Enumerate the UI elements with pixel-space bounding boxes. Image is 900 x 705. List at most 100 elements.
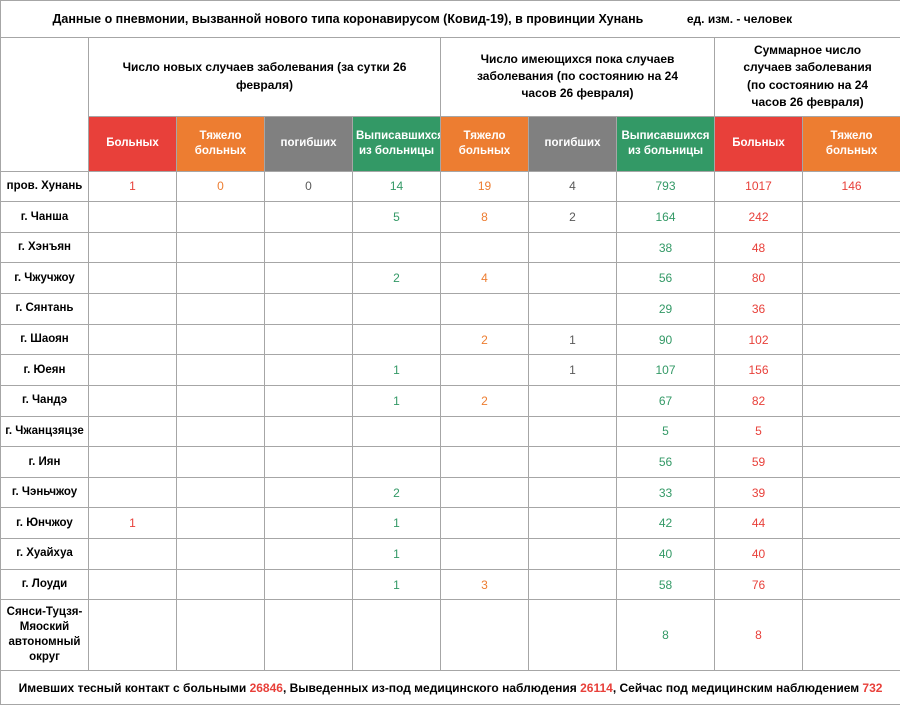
region-name: г. Чандэ [0,384,89,417]
value-cell [176,354,265,386]
col-header-current-discharged: Выписавшихся из больницы [616,115,715,172]
value-cell [264,323,353,356]
value-cell [88,415,177,448]
value-cell: 67 [616,384,715,417]
value-cell: 56 [616,446,715,478]
region-name: г. Чжучжоу [0,262,89,295]
region-name: г. Сянтань [0,293,89,325]
value-cell [528,415,617,448]
value-cell [264,507,353,540]
value-cell [352,231,441,264]
value-cell [264,538,353,570]
value-cell [801,568,900,601]
value-cell: 2 [440,384,529,417]
value-cell: 56 [616,262,715,295]
region-name: г. Иян [0,446,89,478]
value-cell [801,293,900,325]
value-cell: 8 [616,599,715,671]
value-cell [88,476,177,509]
table-row: г. Юнчжоу 1 1 42 44 [0,507,900,540]
region-name: г. Шаоян [0,323,89,356]
value-cell [528,384,617,417]
value-cell [176,293,265,325]
footer-value-released: 26114 [580,680,613,695]
region-name: пров. Хунань [0,170,89,203]
region-name: г. Хэнъян [0,231,89,264]
region-name: г. Чанша [0,201,89,233]
region-name: г. Хуайхуа [0,538,89,570]
value-cell [528,538,617,570]
value-cell [440,476,529,509]
value-cell: 5 [616,415,715,448]
value-cell [440,538,529,570]
value-cell: 33 [616,476,715,509]
value-cell [176,568,265,601]
value-cell [440,354,529,386]
value-cell [801,384,900,417]
value-cell: 48 [714,231,803,264]
value-cell: 38 [616,231,715,264]
value-cell [801,538,900,570]
col-header-total-severe: Тяжело больных [801,115,900,172]
value-cell [88,599,177,671]
value-cell: 19 [440,170,529,203]
value-cell: 59 [714,446,803,478]
value-cell [264,293,353,325]
group-header-total-cases: Суммарное число случаев заболевания (по … [713,37,900,117]
value-cell: 40 [616,538,715,570]
value-cell [176,323,265,356]
value-cell [176,476,265,509]
value-cell [440,293,529,325]
value-cell: 1017 [714,170,803,203]
value-cell: 1 [352,384,441,417]
footer-note: Имевших тесный контакт с больными 26846,… [0,670,900,705]
col-header-current-deaths: погибших [528,115,617,172]
region-name: г. Юеян [0,354,89,386]
region-name: г. Лоуди [0,568,89,601]
value-cell [528,599,617,671]
footer-text-observed: , Сейчас под медицинским наблюдением [612,680,863,695]
value-cell [264,446,353,478]
value-cell [801,446,900,478]
value-cell [264,262,353,295]
value-cell: 4 [440,262,529,295]
value-cell: 29 [616,293,715,325]
value-cell: 2 [352,262,441,295]
value-cell [264,231,353,264]
footer-value-contacts: 26846 [249,680,283,695]
table-row: г. Юеян 1 1 107 156 [0,354,900,386]
value-cell [440,446,529,478]
value-cell [801,323,900,356]
report-title: Данные о пневмонии, вызванной нового тип… [52,12,644,26]
value-cell [88,201,177,233]
value-cell [88,538,177,570]
value-cell [528,476,617,509]
value-cell [176,507,265,540]
value-cell [88,231,177,264]
value-cell: 156 [714,354,803,386]
table-row: г. Чжанцзяцзе 5 5 [0,415,900,448]
title-cell: Данные о пневмонии, вызванной нового тип… [0,0,900,38]
value-cell: 2 [528,201,617,233]
value-cell [440,507,529,540]
value-cell [801,262,900,295]
value-cell: 164 [616,201,715,233]
value-cell: 76 [714,568,803,601]
value-cell: 8 [440,201,529,233]
value-cell [801,231,900,264]
value-cell [176,415,265,448]
table-row: г. Шаоян 2 1 90 102 [0,323,900,356]
value-cell [528,293,617,325]
table-row: г. Хуайхуа 1 40 40 [0,538,900,570]
unit-label: ед. изм. - человек [686,12,793,26]
value-cell: 36 [714,293,803,325]
value-cell [440,415,529,448]
value-cell: 14 [352,170,441,203]
footer-row: Имевших тесный контакт с больными 26846,… [0,670,900,705]
table-row: г. Чандэ 1 2 67 82 [0,384,900,417]
value-cell: 0 [176,170,265,203]
table-body: пров. Хунань 1 0 0 14 19 4 793 1017 146 г. Чанша 5 8… [0,170,900,671]
value-cell: 146 [801,170,900,203]
value-cell: 1 [352,568,441,601]
